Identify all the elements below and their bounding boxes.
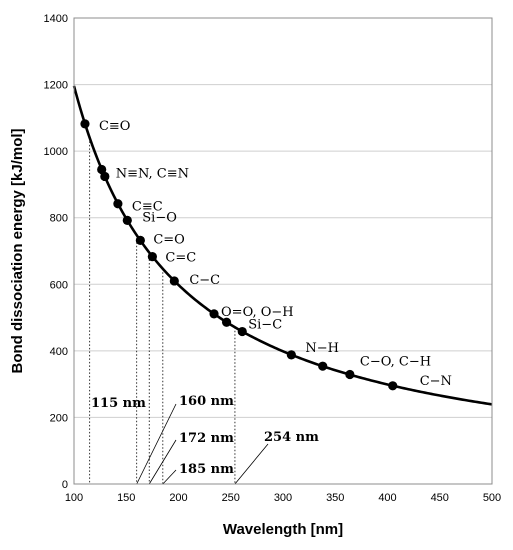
bond-label: C≡C (132, 200, 163, 215)
bond-label: O=O, O−H (221, 305, 294, 320)
wavelength-marker-labels: 115 nm 160 nm 172 nm 185 nm 254 nm (91, 394, 319, 477)
y-tick-label: 1400 (44, 13, 68, 25)
wavelength-leader-line (234, 443, 269, 485)
bond-point (388, 381, 398, 391)
wavelength-drop-lines (89, 137, 269, 485)
bond-label: Si−O (142, 210, 177, 225)
bond-point (80, 119, 90, 129)
bond-point (318, 361, 328, 371)
x-tick-label: 400 (378, 492, 396, 504)
bond-point (286, 350, 296, 360)
bond-label: C=O (153, 232, 185, 247)
x-tick-label: 150 (117, 492, 135, 504)
y-tick-label: 1000 (44, 146, 68, 158)
bond-point (169, 276, 179, 286)
bond-point (100, 171, 110, 182)
x-tick-label: 350 (326, 492, 344, 504)
x-tick-label: 200 (169, 492, 187, 504)
bond-points (80, 119, 398, 391)
bond-label: C−C (189, 273, 220, 288)
y-tick-labels: 0 200 400 600 800 1000 1200 1400 (44, 13, 68, 491)
x-axis-title: Wavelength [nm] (223, 521, 343, 538)
wavelength-label: 115 nm (91, 396, 146, 411)
bond-point (147, 252, 157, 262)
x-tick-label: 500 (483, 492, 501, 504)
wavelength-label: 254 nm (264, 430, 319, 445)
x-tick-label: 450 (431, 492, 449, 504)
y-tick-label: 1200 (44, 80, 68, 92)
bond-label: C≡O (99, 119, 131, 134)
bond-label: C−N (420, 374, 452, 389)
x-tick-label: 100 (65, 492, 83, 504)
wavelength-label: 185 nm (179, 462, 234, 477)
bond-label: Si−C (248, 318, 282, 333)
bond-label: N−H (305, 341, 339, 356)
wavelength-leader-line (136, 403, 177, 485)
plot-frame (73, 17, 493, 485)
wavelength-label: 160 nm (179, 394, 234, 409)
bond-point (237, 326, 247, 337)
bond-point (221, 317, 232, 327)
y-tick-label: 800 (50, 213, 68, 225)
bond-label: N≡N, C≡N (116, 166, 189, 181)
bond-label: C=C (165, 251, 196, 266)
y-axis-title: Bond dissociation energy [kJ/mol] (9, 128, 26, 373)
bond-point (209, 309, 219, 319)
bond-point (135, 235, 145, 245)
y-tick-label: 400 (50, 346, 68, 358)
bond-point (122, 215, 132, 225)
wavelength-leader-line (162, 469, 177, 485)
bond-point (345, 369, 355, 380)
bond-label: C−O, C−H (360, 354, 431, 369)
y-tick-label: 600 (50, 279, 68, 291)
x-tick-labels: 100 150 200 250 300 350 400 450 500 (65, 492, 501, 504)
wavelength-label: 172 nm (179, 431, 234, 446)
x-tick-label: 300 (274, 492, 292, 504)
bond-point (97, 164, 107, 175)
y-tick-label: 200 (50, 412, 68, 424)
bond-labels: C≡O N≡N, C≡N C≡CSi−O C=O C=C C−C O=O, O−HSi−C N… (99, 119, 452, 389)
y-tick-label: 0 (62, 479, 68, 491)
bond-point (113, 199, 123, 209)
x-tick-label: 250 (222, 492, 240, 504)
energy-wavelength-curve (72, 85, 493, 406)
